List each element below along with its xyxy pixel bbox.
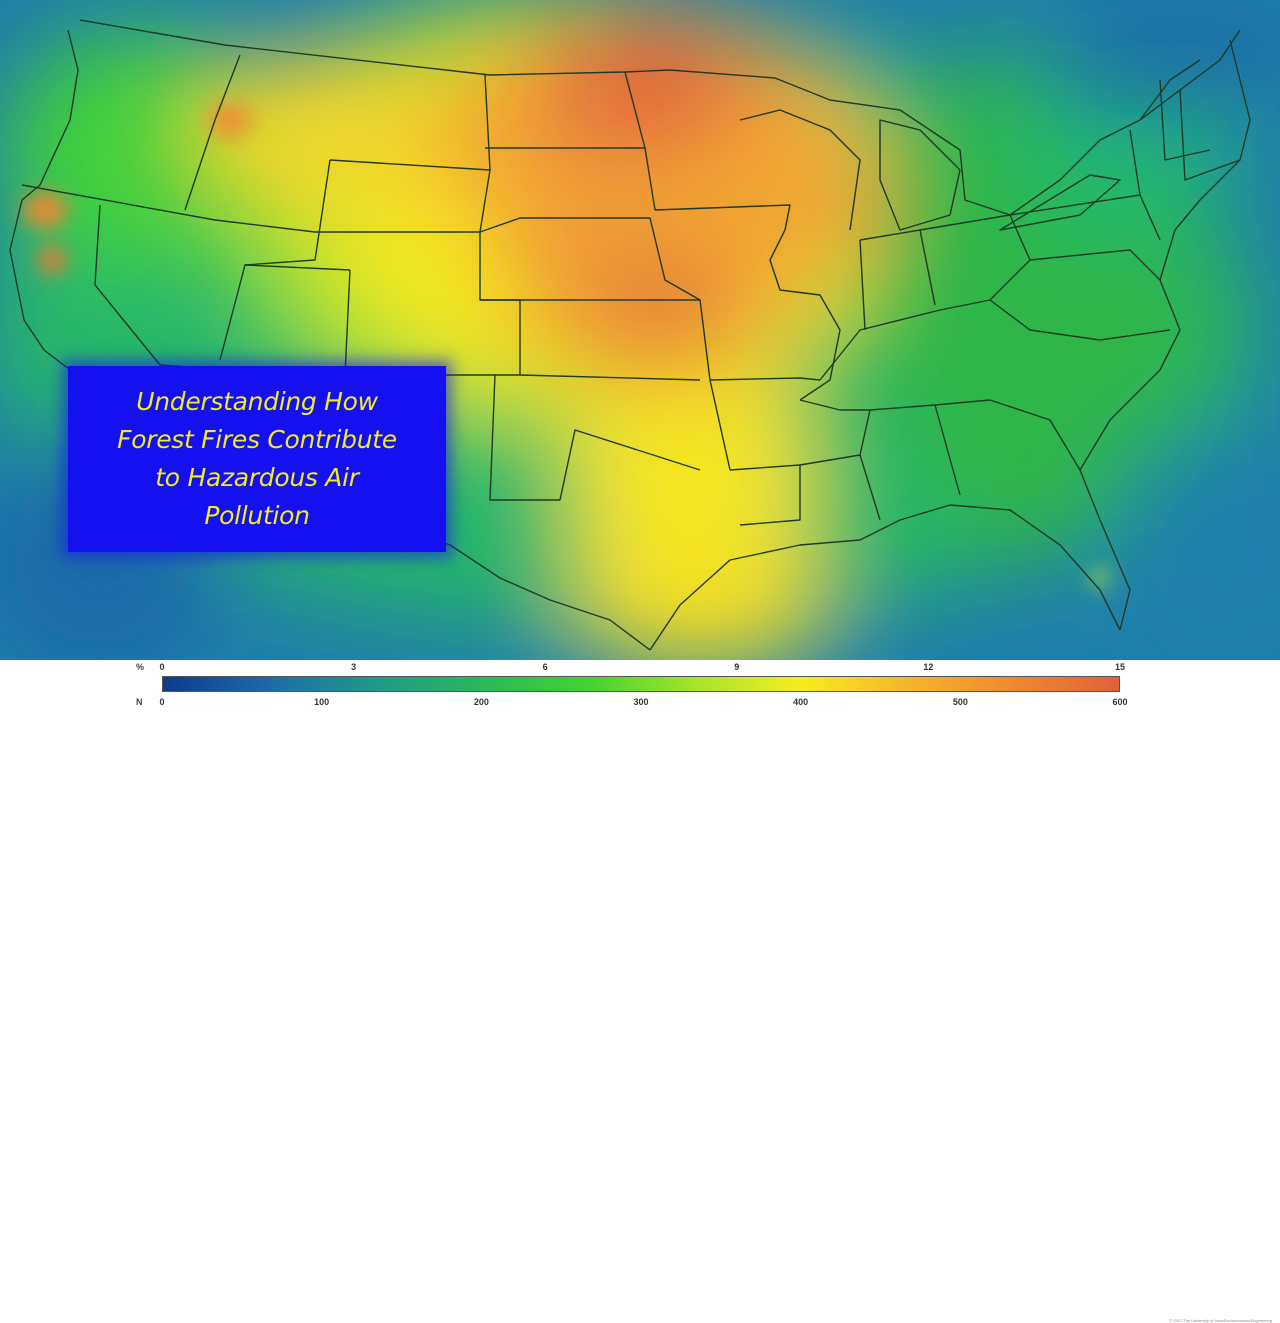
credit-text: © 2017 The University of Iowa/Environmen…	[1169, 1318, 1272, 1323]
boundary-line-3	[219, 159, 331, 361]
boundary-line-29	[1179, 89, 1241, 181]
lake-michigan-outline	[739, 109, 861, 231]
bottom-tick-6: 600	[1112, 697, 1128, 707]
gulf-coast	[649, 504, 1121, 651]
boundary-line-1	[21, 184, 650, 233]
bottom-tick-3: 300	[633, 697, 649, 707]
east-coast	[1079, 39, 1251, 631]
boundary-line-2	[184, 54, 241, 211]
boundary-line-7	[624, 71, 646, 149]
boundary-line-25	[919, 214, 1031, 301]
boundary-line-27	[1029, 249, 1161, 281]
smoke-concentration-map: Understanding How Forest Fires Contribut…	[0, 0, 1280, 660]
boundary-line-16	[709, 377, 821, 381]
boundary-line-12	[244, 264, 351, 271]
lake-erie-outline	[999, 174, 1121, 231]
legend-top-unit: %	[136, 662, 145, 672]
top-tick-1: 3	[351, 662, 357, 672]
boundary-line-14	[649, 217, 731, 471]
boundary-line-21	[934, 399, 1081, 471]
bottom-tick-1: 100	[314, 697, 330, 707]
state-borders	[9, 19, 1251, 651]
bottom-tick-0: 0	[159, 697, 165, 707]
title-box: Understanding How Forest Fires Contribut…	[68, 366, 446, 552]
bottom-tick-2: 200	[473, 697, 489, 707]
boundary-line-28	[1129, 129, 1141, 196]
bottom-tick-4: 400	[793, 697, 809, 707]
boundary-line-10	[94, 204, 161, 366]
boundary-line-23	[859, 239, 866, 331]
northern-border	[79, 19, 1241, 216]
top-tick-4: 12	[923, 662, 934, 672]
top-tick-5: 15	[1114, 662, 1126, 672]
concentration-field	[0, 0, 1280, 660]
top-tick-2: 6	[542, 662, 548, 672]
bottom-tick-5: 500	[952, 697, 968, 707]
map-svg	[0, 0, 1280, 660]
boundary-line-13	[489, 374, 701, 501]
boundary-line-31	[1159, 79, 1211, 161]
boundary-line-17	[729, 464, 801, 526]
title-text: Understanding How Forest Fires Contribut…	[117, 387, 397, 530]
top-tick-3: 9	[734, 662, 740, 672]
colorbar	[162, 676, 1120, 692]
michigan-outline	[879, 119, 961, 231]
top-tick-0: 0	[159, 662, 165, 672]
legend-bottom-unit: N	[136, 697, 143, 707]
boundary-line-30	[1139, 59, 1201, 121]
boundary-line-19	[859, 454, 881, 521]
